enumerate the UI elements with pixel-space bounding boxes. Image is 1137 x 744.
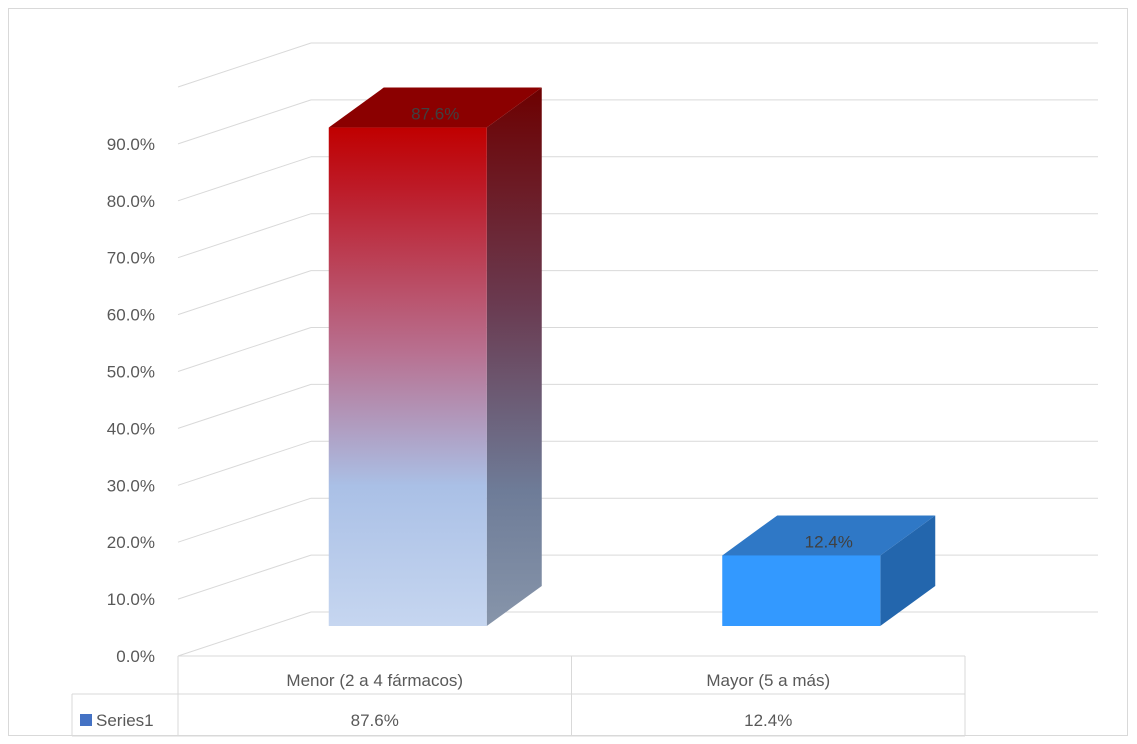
table-cell-value: 12.4% xyxy=(744,711,792,730)
legend-label: Series1 xyxy=(96,711,154,730)
y-tick-label: 30.0% xyxy=(107,476,155,495)
gridline-diagonal xyxy=(177,156,312,202)
gridline-diagonal xyxy=(177,611,312,657)
data-labels: 87.6% 12.4% xyxy=(411,105,853,552)
gridline-diagonal xyxy=(177,327,312,372)
gridline-diagonal xyxy=(177,497,312,543)
gridline-diagonal xyxy=(177,213,312,259)
gridline-diagonal xyxy=(177,99,312,145)
y-tick-label: 70.0% xyxy=(107,249,155,268)
x-category-label: Mayor (5 a más) xyxy=(706,671,830,690)
bar-top xyxy=(328,87,542,128)
data-label: 12.4% xyxy=(805,532,853,551)
y-tick-label: 50.0% xyxy=(107,363,155,382)
y-tick-label: 80.0% xyxy=(107,192,155,211)
bar-top xyxy=(722,515,936,556)
bar xyxy=(328,127,487,626)
y-tick-label: 60.0% xyxy=(107,306,155,325)
gridline-diagonal xyxy=(177,383,312,429)
gridline-diagonal xyxy=(177,554,312,600)
y-tick-label: 10.0% xyxy=(107,590,155,609)
x-category-label: Menor (2 a 4 fármacos) xyxy=(286,671,463,690)
y-tick-label: 90.0% xyxy=(107,135,155,154)
chart-frame xyxy=(8,8,1128,736)
data-label: 87.6% xyxy=(411,105,459,124)
data-table: Menor (2 a 4 fármacos) 87.6% Mayor (5 a má… xyxy=(71,656,966,737)
legend-key xyxy=(80,714,92,726)
gridlines xyxy=(177,42,1098,657)
y-tick-label: 0.0% xyxy=(116,647,155,666)
gridline-diagonal xyxy=(177,270,312,316)
y-tick-label: 20.0% xyxy=(107,533,155,552)
gridline-diagonal xyxy=(177,440,312,486)
bars xyxy=(328,87,936,626)
table-cell-value: 87.6% xyxy=(351,711,399,730)
gridline-diagonal xyxy=(177,42,312,88)
bar-side xyxy=(486,87,542,626)
bar-side xyxy=(880,515,936,626)
bar xyxy=(722,555,881,626)
y-tick-label: 40.0% xyxy=(107,419,155,438)
y-axis-tick-labels: 0.0% 10.0% 20.0% 30.0% 40.0% 50.0% 60.0% 70.0% 8… xyxy=(107,135,155,666)
